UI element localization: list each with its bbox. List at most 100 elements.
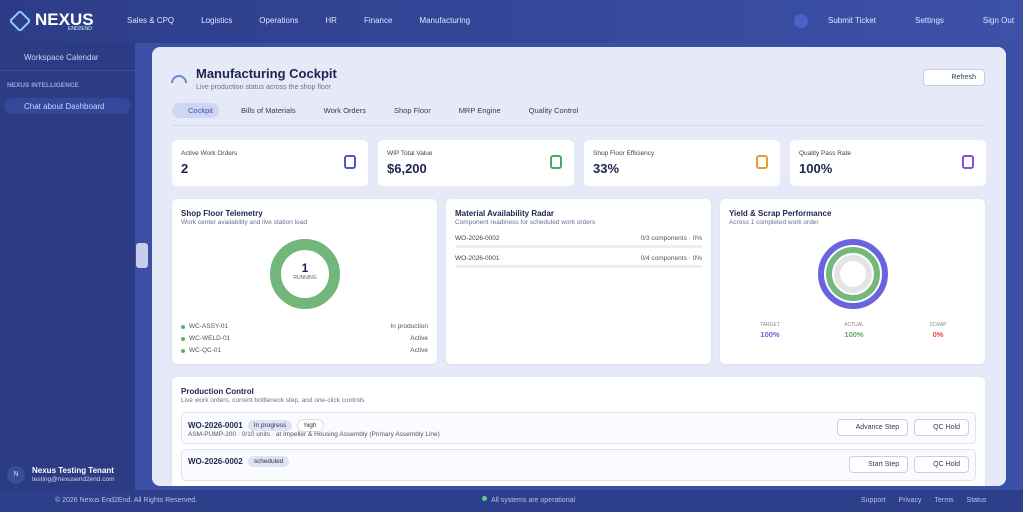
station-dot <box>181 349 185 353</box>
donut-label: RUNNING <box>293 275 317 281</box>
nav-item[interactable]: Manufacturing <box>419 16 471 25</box>
metric-label: ACTUAL <box>844 322 864 328</box>
tab[interactable]: Bills of Materials <box>241 106 296 115</box>
divider <box>0 70 135 71</box>
refresh-button[interactable]: Refresh <box>923 69 985 86</box>
tabs: Cockpit Bills of Materials Work Orders Shop… <box>172 103 584 118</box>
action-button[interactable]: Advance Step <box>836 419 909 436</box>
order-actions: Start Step QC Hold <box>849 456 969 473</box>
order-head: WO-2026-0001 In progress high <box>188 419 324 432</box>
top-action[interactable]: Settings <box>915 16 944 25</box>
order-head: WO-2026-0002 scheduled <box>188 456 290 467</box>
status-dot <box>482 496 487 501</box>
sidebar-section: NEXUS INTELLIGENCE <box>7 82 79 89</box>
tab[interactable]: Work Orders <box>323 106 366 115</box>
nav: Sales & CPQ Logistics Operations HR Finance M… <box>116 16 470 25</box>
header-icon <box>171 75 187 84</box>
kpi-value: 100% <box>799 161 833 176</box>
metric-value: 100% <box>760 330 780 339</box>
avatar: N <box>7 466 25 484</box>
collapse-toggle[interactable] <box>136 243 148 268</box>
donut: 1 RUNNING <box>270 239 340 309</box>
nav-item[interactable]: Sales & CPQ <box>127 16 175 25</box>
tab[interactable]: Cockpit <box>172 103 220 118</box>
card-title: Shop Floor Telemetry <box>181 209 263 218</box>
copyright: © 2026 Nexus End2End. All Rights Reserve… <box>55 497 198 504</box>
order-priority: high <box>297 419 324 432</box>
metric-value: 0% <box>932 330 944 339</box>
sidebar: Workspace Calendar NEXUS INTELLIGENCE Ch… <box>0 43 135 490</box>
kpi-card: Quality Pass Rate 100% <box>790 140 986 186</box>
brand-sub: END2END <box>68 26 92 32</box>
action-button[interactable]: Start Step <box>849 456 909 473</box>
page-subtitle: Live production status across the shop f… <box>196 84 332 91</box>
footer-link[interactable]: Terms <box>934 497 954 504</box>
nav-item[interactable]: Finance <box>363 16 393 25</box>
order-id: WO-2026-0002 <box>188 457 243 466</box>
material-bar <box>455 245 702 248</box>
yield-rings <box>818 239 888 309</box>
kpi-card: WIP Total Value $6,200 <box>378 140 574 186</box>
kpi-card: Shop Floor Efficiency 33% <box>584 140 780 186</box>
kpi-label: WIP Total Value <box>387 150 433 157</box>
kpi-icon <box>962 155 974 169</box>
main-panel: Manufacturing Cockpit Live production st… <box>152 47 1006 486</box>
tab[interactable]: Quality Control <box>528 106 579 115</box>
material-bar <box>455 265 702 268</box>
top-action[interactable]: Submit Ticket <box>828 16 877 25</box>
kpi-icon <box>550 155 562 169</box>
footer-links: Support Privacy Terms Status <box>861 497 986 504</box>
footer-link[interactable]: Status <box>966 497 987 504</box>
quick-icon[interactable] <box>794 14 808 28</box>
order-actions: Advance Step QC Hold <box>836 419 969 436</box>
order-desc: ASM-PUMP-200 · 0/10 units · at Impeller … <box>188 431 440 438</box>
top-action[interactable]: Sign Out <box>982 16 1015 25</box>
nav-item[interactable]: Logistics <box>201 16 233 25</box>
kpi-value: 2 <box>181 161 189 176</box>
footer-link[interactable]: Support <box>861 497 886 504</box>
sidebar-item[interactable]: Workspace Calendar <box>24 53 99 62</box>
station-dot <box>181 337 185 341</box>
order-row: WO-2026-0002 scheduled Start Step QC Hold <box>181 449 976 481</box>
page-title: Manufacturing Cockpit <box>196 66 337 81</box>
material-card: Material Availability Radar Component re… <box>446 199 711 364</box>
station-status: In production <box>390 323 428 330</box>
donut-value: 1 <box>301 261 309 275</box>
action-button[interactable]: QC Hold <box>914 456 969 473</box>
kpi-label: Active Work Orders <box>181 150 238 157</box>
card-title: Material Availability Radar <box>455 209 554 218</box>
nav-item[interactable]: HR <box>325 16 337 25</box>
metric-label: SCRAP <box>929 322 947 328</box>
kpi-icon <box>756 155 768 169</box>
material-order: WO-2026-0002 <box>455 235 500 242</box>
metric-label: TARGET <box>760 322 780 328</box>
card-title: Production Control <box>181 387 254 396</box>
user-name: Nexus Testing Tenant <box>32 466 114 475</box>
brand-name: NEXUS <box>35 10 94 29</box>
order-status: In progress <box>247 420 293 431</box>
footer: © 2026 Nexus End2End. All Rights Reserve… <box>0 490 1023 512</box>
kpi-value: 33% <box>593 161 620 176</box>
footer-link[interactable]: Privacy <box>898 497 922 504</box>
telemetry-card: Shop Floor Telemetry Work center availab… <box>172 199 437 364</box>
card-subtitle: Live work orders, current bottleneck ste… <box>181 397 365 404</box>
chat-link[interactable]: Chat about Dashboard <box>4 98 131 114</box>
yield-card: Yield & Scrap Performance Across 1 compl… <box>720 199 985 364</box>
production-card: Production Control Live work orders, cur… <box>172 377 985 486</box>
card-subtitle: Component readiness for scheduled work o… <box>455 219 596 226</box>
system-status: All systems are operational <box>491 497 576 504</box>
nav-item[interactable]: Operations <box>259 16 299 25</box>
action-button[interactable]: QC Hold <box>914 419 969 436</box>
user-email: testing@nexusend2end.com <box>32 476 115 483</box>
station-name: WC-WELD-01 <box>189 335 231 342</box>
kpi-value: $6,200 <box>387 161 427 176</box>
tab[interactable]: Shop Floor <box>394 106 431 115</box>
order-status: scheduled <box>247 456 290 467</box>
station-dot <box>181 325 185 329</box>
kpi-label: Quality Pass Rate <box>799 150 852 157</box>
tab[interactable]: MRP Engine <box>458 106 501 115</box>
metric-value: 100% <box>844 330 864 339</box>
top-actions: Submit Ticket Settings Sign Out <box>817 16 1014 25</box>
material-status: 0/3 components · 0% <box>640 235 702 242</box>
